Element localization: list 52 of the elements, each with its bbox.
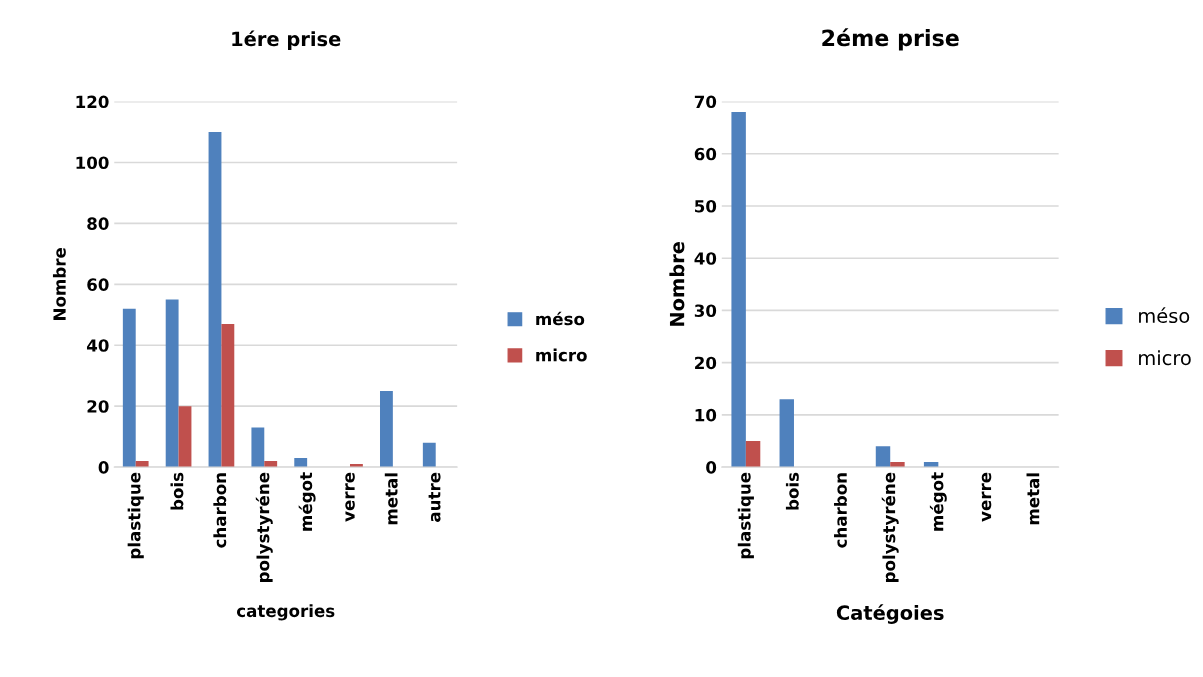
x-tick-label: plastique	[127, 472, 144, 559]
x-tick-label: metal	[384, 473, 398, 525]
y-tick-label: 60	[694, 147, 717, 161]
bar	[731, 112, 746, 468]
y-tick-label: 60	[87, 278, 109, 291]
y-tick-label: 50	[695, 199, 717, 213]
bar	[380, 390, 393, 468]
y-axis-title: Nombre	[669, 241, 685, 326]
x-tick-label: bois	[170, 472, 184, 510]
y-tick-label: 0	[706, 461, 717, 474]
x-tick-label: bois	[785, 472, 799, 510]
y-tick-label: 0	[98, 461, 109, 474]
legend-label: micro	[1139, 350, 1191, 366]
y-tick-label: 20	[695, 356, 717, 370]
x-tick-label: verre	[345, 472, 355, 522]
x-tick-label: autre	[428, 472, 441, 522]
bar	[165, 299, 179, 468]
bar	[221, 323, 235, 468]
x-tick-label: polystyréne	[255, 472, 273, 582]
y-tick-label: 40	[694, 252, 717, 265]
y-tick-label: 80	[87, 217, 109, 230]
x-tick-label: polystyréne	[881, 472, 899, 582]
y-tick-label: 40	[86, 339, 109, 352]
x-axis-title: Catégoies	[836, 604, 944, 624]
x-tick-label: metal	[1026, 473, 1040, 525]
bar	[875, 446, 891, 468]
x-tick-label: charbon	[834, 473, 847, 548]
legend-label: méso	[536, 311, 585, 326]
x-tick-label: charbon	[213, 473, 227, 548]
bar	[251, 427, 265, 468]
chart-title: 2éme prise	[822, 28, 959, 51]
x-tick-label: mégot	[298, 472, 316, 531]
y-tick-label: 70	[694, 95, 717, 109]
bar	[178, 406, 192, 468]
legend-label: micro	[536, 348, 587, 362]
y-tick-label: 10	[695, 408, 717, 422]
x-axis-title: categories	[236, 604, 335, 621]
x-tick-label: plastique	[737, 472, 754, 559]
legend-label: méso	[1139, 307, 1190, 324]
bar	[779, 399, 794, 468]
y-tick-label: 120	[76, 95, 109, 109]
bar	[122, 308, 136, 468]
bar	[745, 441, 761, 468]
x-tick-label: mégot	[929, 472, 947, 531]
chart-title: 1ére prise	[232, 30, 341, 51]
x-tick-label: verre	[981, 472, 992, 522]
bar	[208, 132, 222, 468]
y-tick-label: 30	[694, 304, 717, 318]
bar	[422, 442, 436, 468]
y-tick-label: 100	[76, 156, 109, 170]
y-axis-title: Nombre	[52, 248, 66, 320]
y-tick-label: 20	[87, 400, 109, 413]
